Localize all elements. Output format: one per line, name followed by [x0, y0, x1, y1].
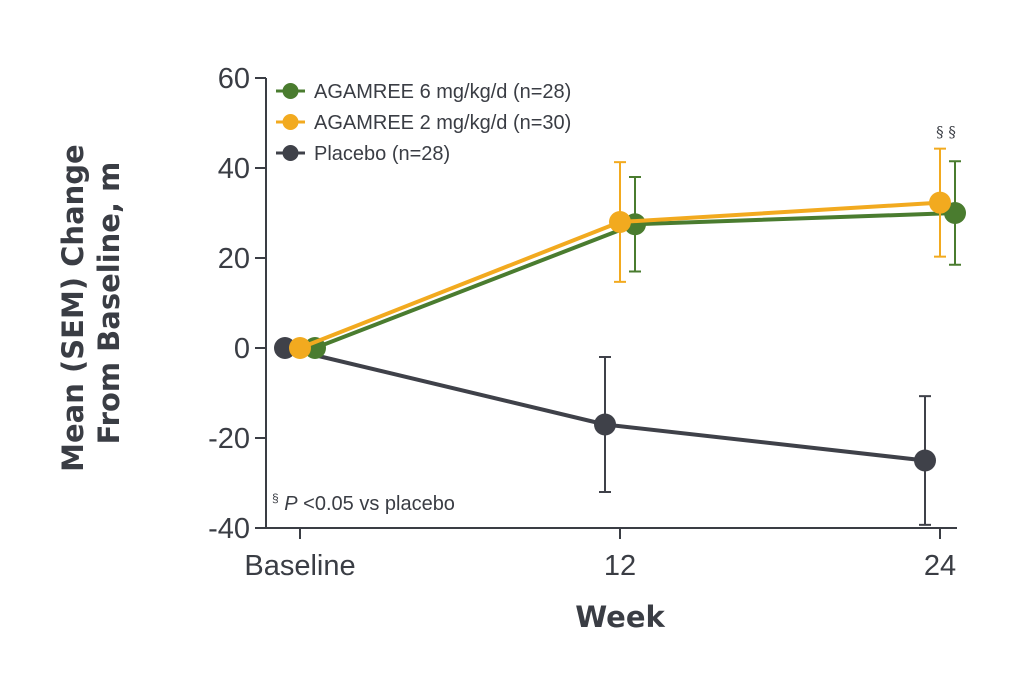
x-tick-label: 12 [604, 550, 636, 582]
footnote-p: P [284, 493, 298, 515]
footnote-symbol: § [272, 491, 279, 505]
x-tick-label: 24 [924, 550, 956, 582]
legend-label: Placebo (n=28) [314, 143, 450, 165]
x-tick-label: Baseline [244, 550, 355, 582]
y-tick-label: 60 [218, 63, 250, 95]
legend-swatch-marker [282, 145, 299, 161]
legend-swatch-marker [282, 83, 299, 99]
x-ticks: Baseline 12 24 [244, 528, 956, 582]
y-axis-title-line-2: From Baseline, m [92, 162, 126, 445]
x-axis-title: Week [575, 600, 665, 634]
footnote-rest: <0.05 vs placebo [303, 493, 455, 515]
data-point [289, 337, 311, 359]
y-tick-label: -40 [208, 513, 250, 545]
y-axis-title: Mean (SEM) Change From Baseline, m [56, 134, 126, 472]
footnote: § P <0.05 vs placebo [272, 485, 455, 515]
series-layer [274, 147, 966, 526]
series-2 [274, 337, 936, 526]
y-tick-label: 40 [218, 153, 250, 185]
legend: AGAMREE 6 mg/kg/d (n=28) AGAMREE 2 mg/kg/… [276, 81, 571, 165]
legend-label: AGAMREE 6 mg/kg/d (n=28) [314, 81, 571, 103]
legend-label: AGAMREE 2 mg/kg/d (n=30) [314, 112, 571, 134]
y-tick-label: -20 [208, 423, 250, 455]
series-1 [289, 147, 951, 359]
data-point [594, 413, 616, 436]
significance-marks: § § [936, 123, 956, 141]
y-tick-label: 0 [234, 333, 250, 365]
series-0 [304, 160, 966, 359]
data-point [609, 211, 631, 233]
y-axis-title-line-1: Mean (SEM) Change [56, 144, 90, 472]
y-tick-label: 20 [218, 243, 250, 275]
data-point [914, 449, 936, 472]
data-point [929, 191, 951, 214]
legend-swatch-marker [282, 114, 299, 130]
y-ticks: 60 40 20 0 -20 -40 [208, 63, 266, 545]
